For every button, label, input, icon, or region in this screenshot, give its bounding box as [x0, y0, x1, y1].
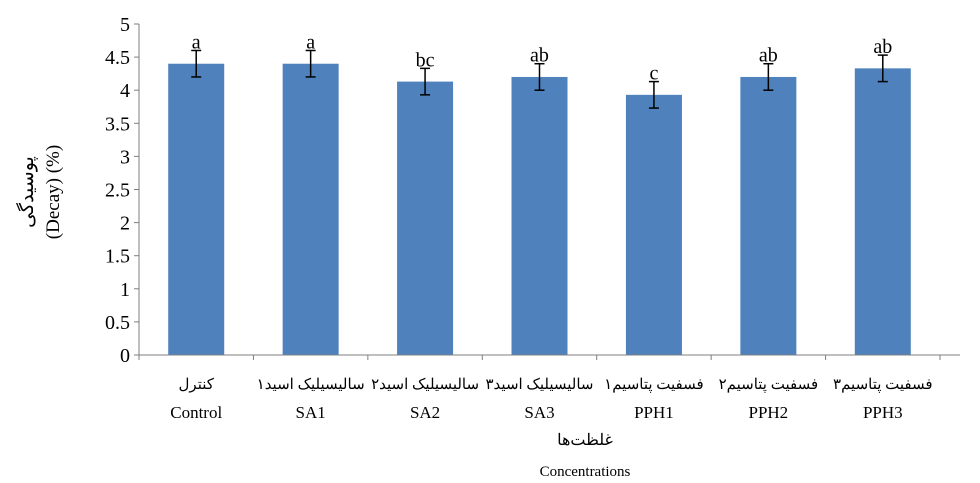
category-label-en: SA2 — [410, 403, 440, 422]
y-tick-label: 0 — [120, 345, 130, 367]
y-tick-label: 2 — [120, 213, 130, 235]
category-label-fa: سالیسیلیک اسید۲ — [371, 377, 479, 393]
category-label-fa: کنترل — [179, 377, 215, 393]
category-label-en: PPH1 — [634, 403, 674, 422]
y-tick-label: 3 — [120, 146, 130, 168]
category-label-en: SA3 — [524, 403, 554, 422]
x-axis-label-fa: غلظت‌ها — [557, 432, 613, 449]
bar — [740, 76, 797, 356]
significance-label: c — [649, 63, 658, 85]
y-tick-label: 3.5 — [105, 113, 130, 135]
bar — [282, 63, 339, 355]
significance-label: a — [192, 31, 201, 53]
category-label-en: PPH3 — [863, 403, 903, 422]
category-label-en: PPH2 — [749, 403, 789, 422]
significance-label: ab — [759, 45, 778, 67]
y-tick-label: 2.5 — [105, 180, 130, 202]
x-axis-label-en: Concentrations — [540, 464, 631, 480]
bar — [168, 63, 225, 355]
y-tick-label: 4 — [120, 80, 130, 102]
category-label-fa: سالیسیلیک اسید۱ — [257, 377, 365, 393]
y-tick-label: 0.5 — [105, 312, 130, 334]
category-label-fa: فسفیت پتاسیم۱ — [604, 377, 704, 393]
y-tick-label: 5 — [120, 14, 130, 36]
bar — [854, 68, 911, 355]
y-axis: 0 0.5 1 1.5 2 2.5 3 3.5 4 4.5 5 — [105, 14, 140, 367]
significance-label: ab — [873, 36, 892, 58]
category-label-fa: فسفیت پتاسیم۳ — [833, 377, 933, 393]
significance-label: a — [306, 31, 315, 53]
category-label-fa: فسفیت پتاسیم۲ — [719, 377, 819, 393]
bar — [511, 76, 568, 356]
category-label-en: Control — [170, 403, 222, 422]
bar — [625, 94, 682, 356]
y-tick-label: 1.5 — [105, 246, 130, 268]
category-label-fa: سالیسیلیک اسید۳ — [485, 377, 593, 393]
bar — [397, 81, 454, 356]
y-axis-label-group: پوسیدگی (Decay) (%) — [15, 145, 64, 239]
significance-label: bc — [416, 49, 435, 71]
y-axis-label-en: (Decay) (%) — [43, 145, 64, 239]
x-axis: کنترل Control سالیسیلیک اسید۱ SA1 سالیسیلیک … — [138, 354, 960, 422]
significance-label: ab — [530, 45, 549, 67]
y-axis-label-fa: پوسیدگی — [15, 156, 38, 228]
y-tick-label: 1 — [120, 279, 130, 301]
category-label-en: SA1 — [296, 403, 326, 422]
y-tick-label: 4.5 — [105, 47, 130, 69]
